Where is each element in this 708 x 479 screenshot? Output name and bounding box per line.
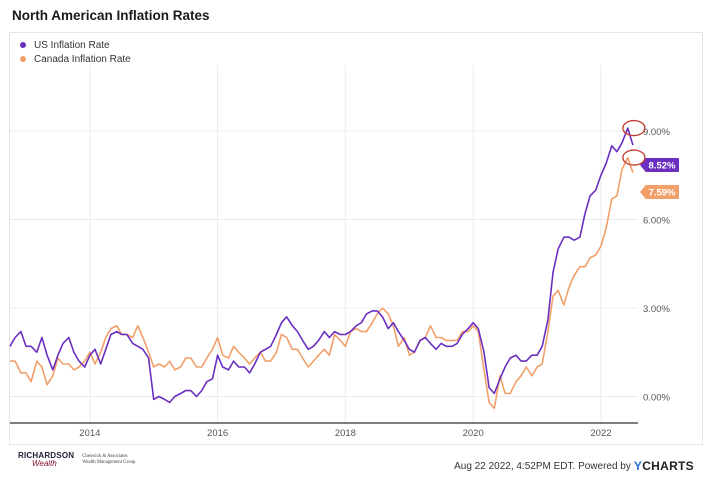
legend-marker-us — [20, 42, 26, 48]
ycharts-logo[interactable]: YCHARTS — [634, 459, 694, 473]
brand-subtitle: Cheswick & Associates Wealth Management … — [82, 454, 136, 465]
end-value-canada: 7.59% — [649, 188, 676, 199]
legend-marker-canada — [20, 56, 26, 62]
timestamp: Aug 22 2022, 4:52PM EDT. — [454, 460, 576, 472]
y-tick-label: 3.00% — [643, 304, 670, 315]
x-tick-label: 2016 — [207, 428, 228, 439]
chart-frame — [9, 32, 703, 445]
chart-title: North American Inflation Rates — [12, 8, 210, 23]
x-tick-label: 2014 — [79, 428, 100, 439]
y-tick-label: 9.00% — [643, 127, 670, 138]
legend-item-us[interactable]: US Inflation Rate — [20, 38, 131, 52]
legend-item-canada[interactable]: Canada Inflation Rate — [20, 52, 131, 66]
brand-logo: RICHARDSON Wealth Cheswick & Associates … — [18, 452, 140, 468]
y-tick-label: 6.00% — [643, 216, 670, 227]
x-tick-label: 2018 — [335, 428, 356, 439]
series-line-canada — [10, 156, 634, 410]
highlight-circle-us — [622, 119, 646, 137]
legend-label-canada: Canada Inflation Rate — [34, 53, 131, 65]
x-tick-label: 2022 — [590, 428, 611, 439]
ycharts-logo-text: CHARTS — [642, 459, 694, 473]
powered-by-label: Powered by — [578, 460, 631, 472]
x-tick-label: 2020 — [463, 428, 484, 439]
end-value-us: 8.52% — [649, 161, 676, 172]
legend-label-us: US Inflation Rate — [34, 39, 110, 51]
end-badge-us — [645, 158, 679, 172]
highlight-circle-canada — [622, 149, 646, 166]
brand-wealth: Wealth — [32, 459, 57, 468]
end-badge-pointer-canada — [640, 186, 645, 198]
end-badge-canada — [645, 185, 679, 199]
brand-name: RICHARDSON — [18, 451, 75, 460]
series-line-us — [9, 127, 634, 404]
chart-legend: US Inflation Rate Canada Inflation Rate — [20, 38, 131, 66]
chart-source: Aug 22 2022, 4:52PM EDT. Powered by YCHA… — [454, 459, 694, 473]
ycharts-logo-y: Y — [633, 459, 643, 473]
end-badge-pointer-us — [640, 159, 645, 171]
y-tick-label: 0.00% — [643, 392, 670, 403]
